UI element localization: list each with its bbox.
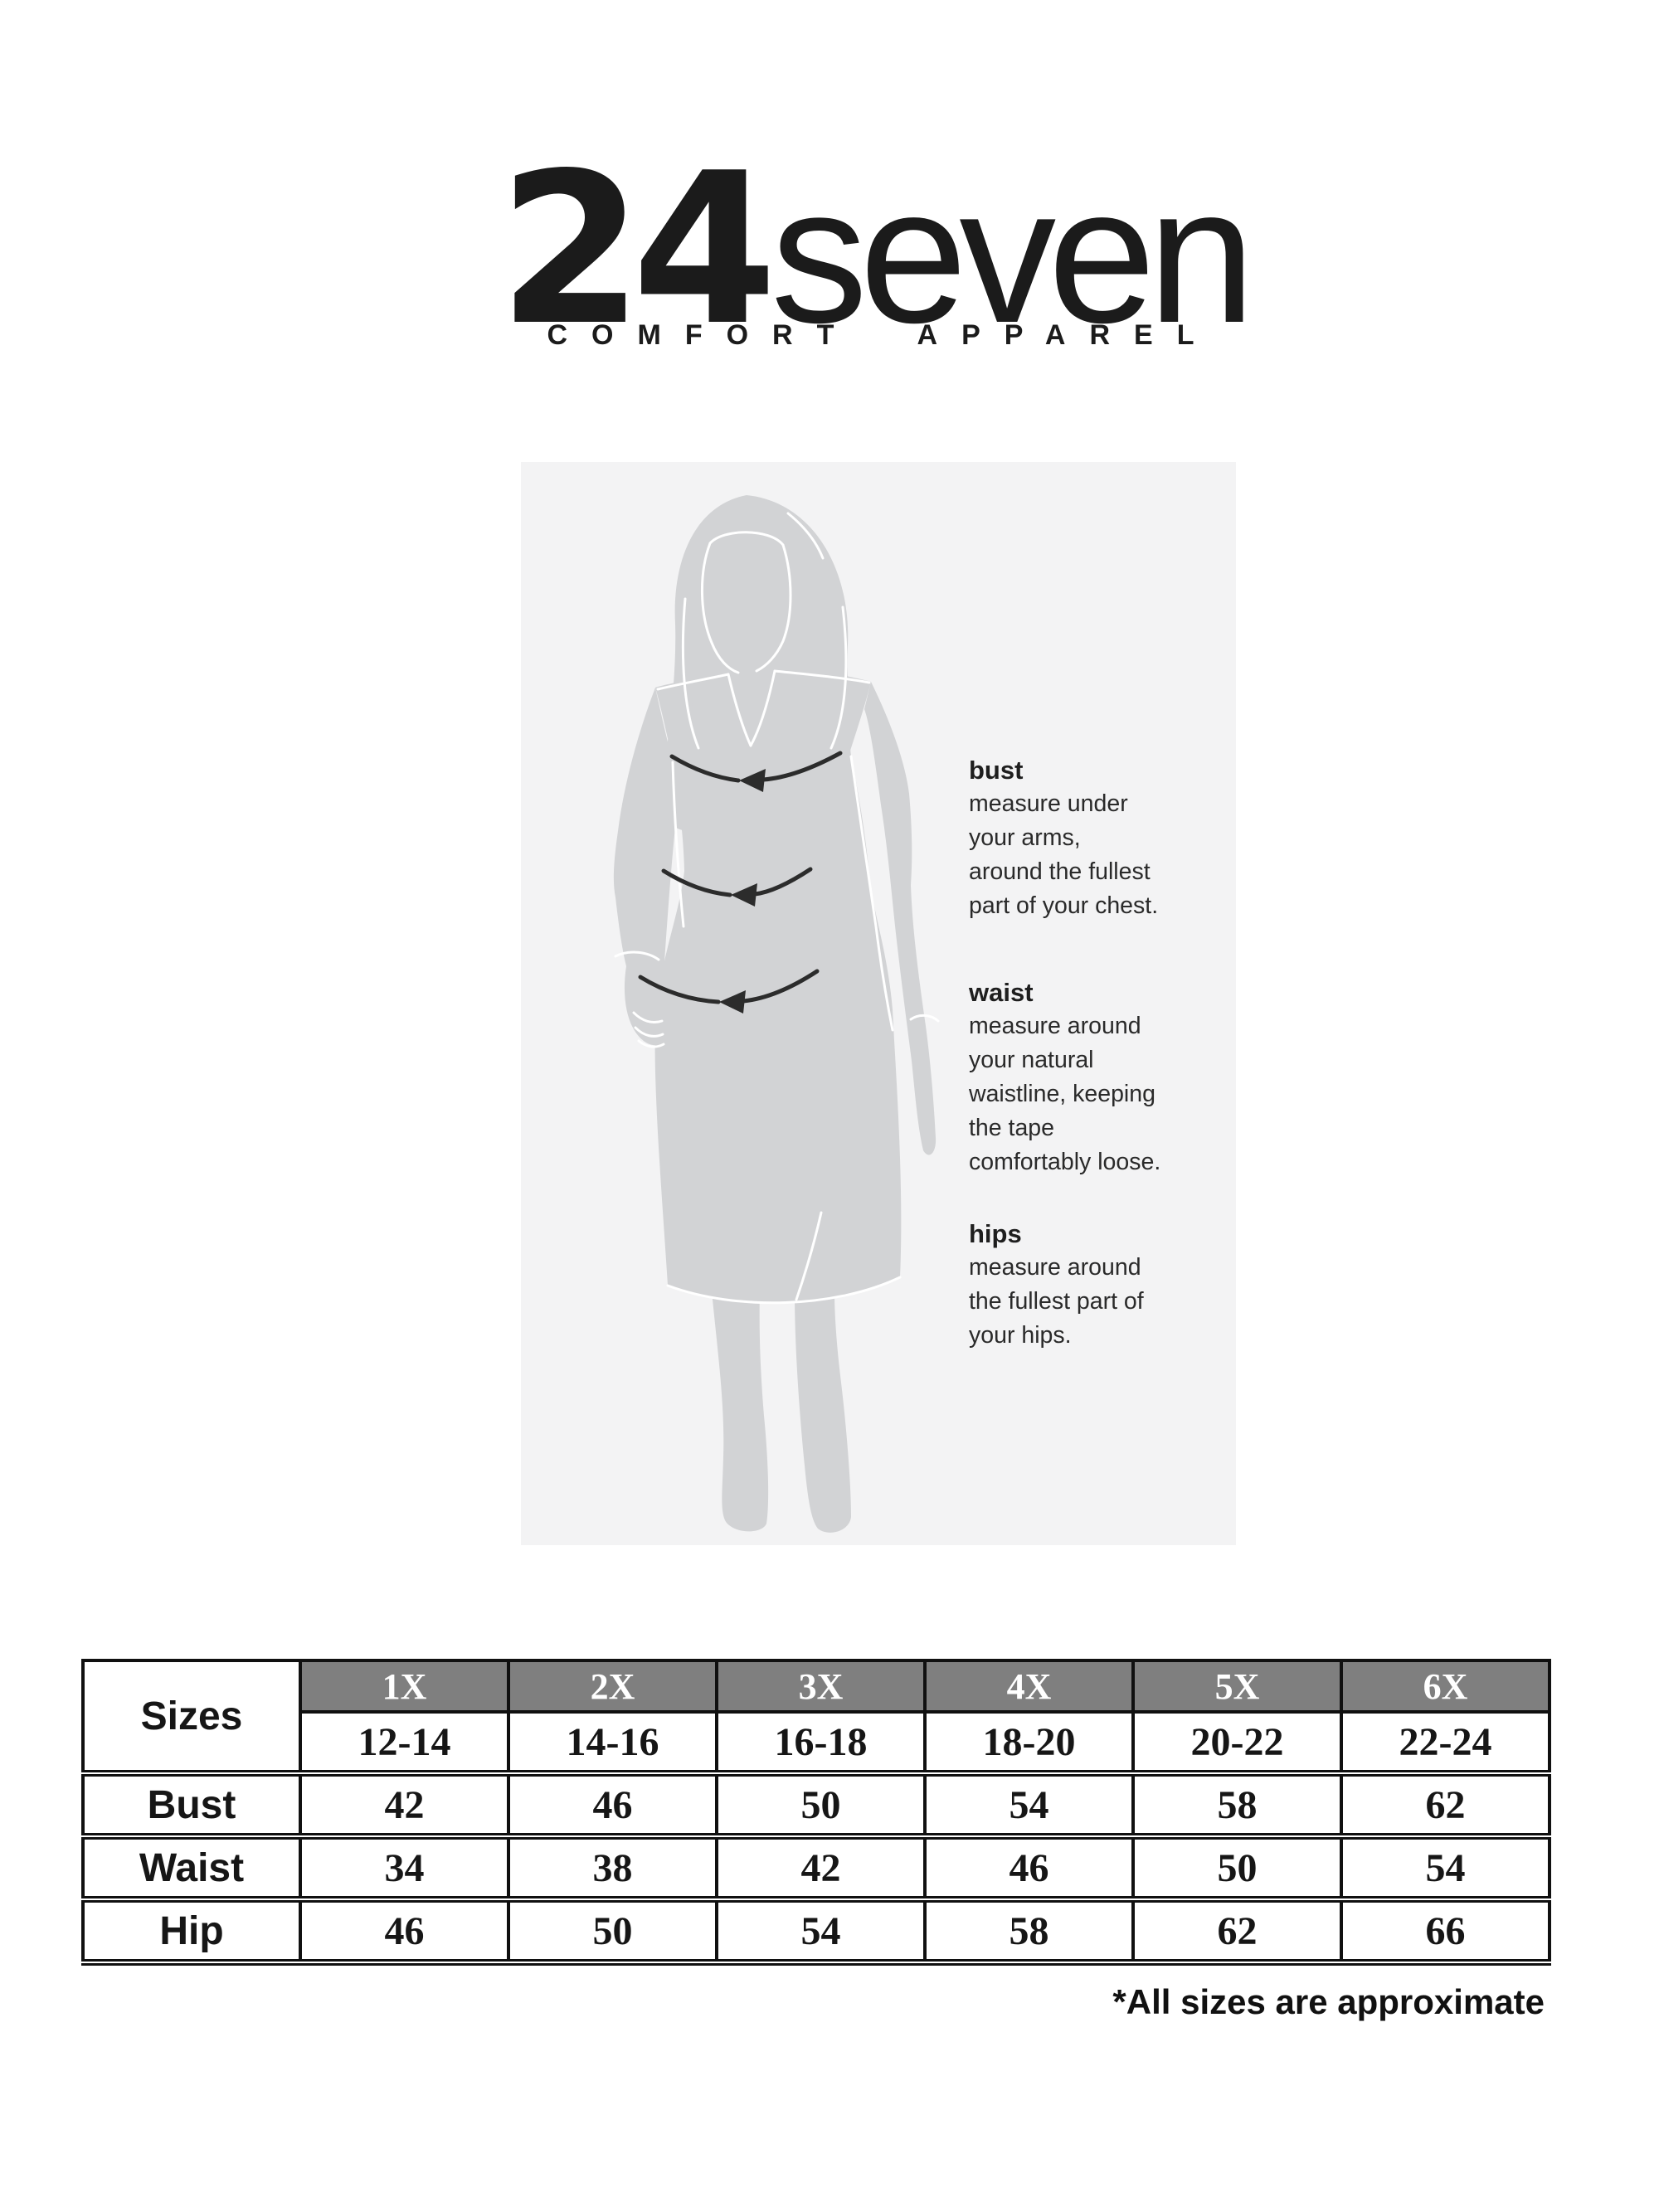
hip-value: 58 bbox=[923, 1896, 1135, 1966]
approximate-sizes-footnote: *All sizes are approximate bbox=[1112, 1982, 1545, 2021]
bust-measure-arrow bbox=[669, 751, 843, 792]
brand-logo-24: 24 bbox=[498, 129, 777, 372]
size-range-cell: 18-20 bbox=[923, 1710, 1135, 1775]
bust-value: 58 bbox=[1131, 1770, 1343, 1838]
hip-measure-arrow bbox=[638, 969, 820, 1014]
size-range-row: 12-14 14-16 16-18 18-20 20-22 22-24 bbox=[83, 1710, 1551, 1775]
hip-value: 62 bbox=[1131, 1896, 1343, 1966]
bust-row: Bust 42 46 50 54 58 62 bbox=[81, 1770, 1551, 1838]
hip-row: Hip 46 50 54 58 62 66 bbox=[81, 1896, 1551, 1966]
hip-value: 50 bbox=[507, 1896, 718, 1966]
size-range-cell: 20-22 bbox=[1131, 1710, 1343, 1775]
row-label-waist: Waist bbox=[81, 1833, 302, 1901]
hips-heading: hips bbox=[969, 1219, 1022, 1248]
row-label-hip: Hip bbox=[81, 1896, 302, 1966]
waist-value: 38 bbox=[507, 1833, 718, 1901]
bust-value: 54 bbox=[923, 1770, 1135, 1838]
size-header-1x: 1X bbox=[299, 1659, 510, 1714]
brand-tagline: COMFORT APPAREL bbox=[547, 319, 1219, 351]
size-header-4x: 4X bbox=[923, 1659, 1135, 1714]
size-chart-table: Sizes 1X 2X 3X 4X 5X 6X 12-14 14-16 16-1… bbox=[81, 1659, 1551, 1966]
size-range-cell: 22-24 bbox=[1340, 1710, 1551, 1775]
hip-value: 66 bbox=[1340, 1896, 1551, 1966]
size-chart: Sizes 1X 2X 3X 4X 5X 6X 12-14 14-16 16-1… bbox=[81, 1659, 1551, 1966]
waist-value: 42 bbox=[715, 1833, 927, 1901]
waist-value: 50 bbox=[1131, 1833, 1343, 1901]
bust-text: measure under your arms, around the full… bbox=[969, 790, 1159, 919]
bust-value: 46 bbox=[507, 1770, 718, 1838]
size-range-cell: 12-14 bbox=[299, 1710, 510, 1775]
sizes-corner-label: Sizes bbox=[81, 1659, 302, 1775]
waist-value: 34 bbox=[299, 1833, 510, 1901]
hips-text: measure around the fullest part of your … bbox=[969, 1254, 1144, 1349]
silhouette-arms bbox=[613, 682, 937, 1155]
size-header-5x: 5X bbox=[1131, 1659, 1343, 1714]
woman-silhouette bbox=[613, 495, 940, 1533]
hip-value: 54 bbox=[715, 1896, 927, 1966]
waist-heading: waist bbox=[969, 978, 1034, 1007]
bust-value: 62 bbox=[1340, 1770, 1551, 1838]
waist-instructions: waist measure around your natural waistl… bbox=[969, 976, 1218, 1179]
hips-instructions: hips measure around the fullest part of … bbox=[969, 1218, 1218, 1353]
silhouette-legs bbox=[712, 1291, 851, 1533]
waist-measure-arrow bbox=[661, 867, 813, 907]
brand-logo: 24seven bbox=[0, 146, 1659, 423]
hip-value: 46 bbox=[299, 1896, 510, 1966]
waist-value: 54 bbox=[1340, 1833, 1551, 1901]
measurement-panel: bust measure under your arms, around the… bbox=[521, 462, 1236, 1545]
waist-text: measure around your natural waistline, k… bbox=[969, 1013, 1161, 1175]
bust-heading: bust bbox=[969, 756, 1024, 785]
measure-instructions: bust measure under your arms, around the… bbox=[969, 754, 1218, 1353]
brand-logo-seven: seven bbox=[771, 146, 1255, 363]
waist-row: Waist 34 38 42 46 50 54 bbox=[81, 1833, 1551, 1901]
silhouette-detail-lines bbox=[614, 512, 940, 1305]
bust-value: 50 bbox=[715, 1770, 927, 1838]
size-header-2x: 2X bbox=[507, 1659, 718, 1714]
size-header-3x: 3X bbox=[715, 1659, 927, 1714]
bust-value: 42 bbox=[299, 1770, 510, 1838]
row-label-bust: Bust bbox=[81, 1770, 302, 1838]
size-range-cell: 14-16 bbox=[507, 1710, 718, 1775]
bust-instructions: bust measure under your arms, around the… bbox=[969, 754, 1218, 923]
size-range-cell: 16-18 bbox=[715, 1710, 927, 1775]
waist-value: 46 bbox=[923, 1833, 1135, 1901]
size-header-6x: 6X bbox=[1340, 1659, 1551, 1714]
